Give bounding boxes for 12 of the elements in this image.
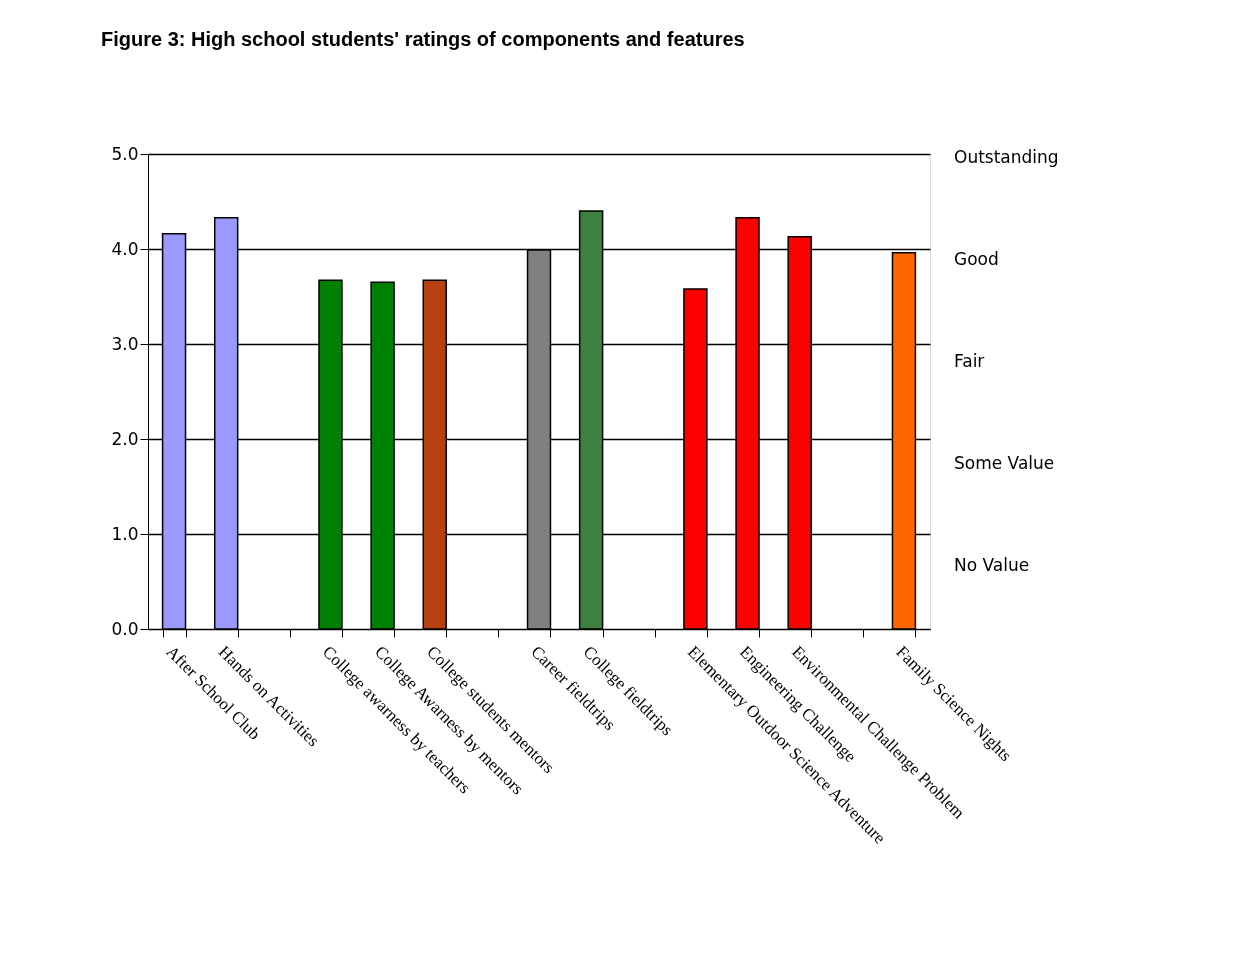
y-tick-label: 5.0 [111,143,139,164]
y-tick-label: 2.0 [111,428,139,449]
chart-title: Figure 3: High school students' ratings of components and features [100,28,745,50]
y-tick-label: 3.0 [111,333,139,354]
text: Fair [954,351,985,371]
y-tick-label: 0.0 [111,618,139,639]
y-tick-label: 4.0 [111,238,139,259]
text: No Value [954,555,1030,575]
y-tick-label: 1.0 [111,523,139,544]
text: Outstanding [954,147,1059,167]
text: Some Value [954,453,1055,473]
text: Good [954,249,999,269]
